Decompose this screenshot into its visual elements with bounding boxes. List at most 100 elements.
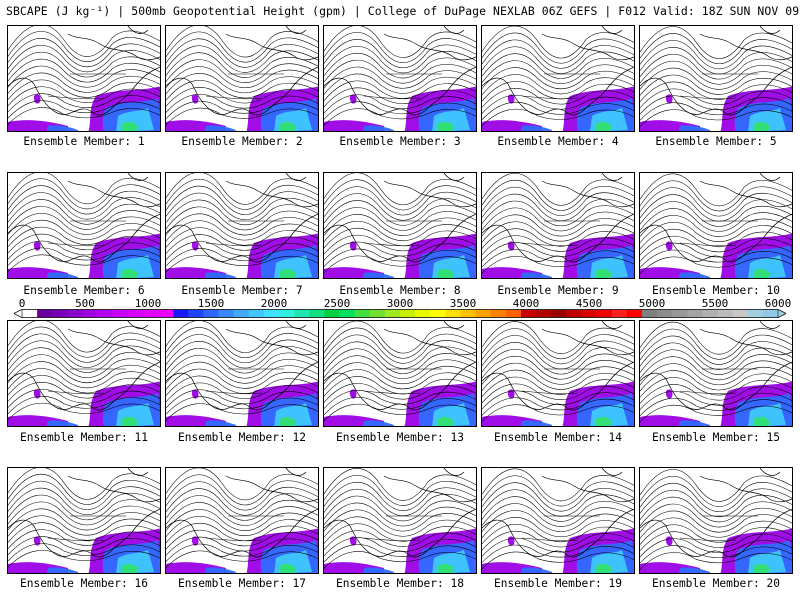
height-contour: [324, 348, 476, 374]
colorbar-segment: [279, 309, 295, 318]
height-contour: [640, 328, 792, 360]
height-contour: [166, 52, 318, 78]
colorbar-segment: [248, 309, 265, 318]
colorbar-tick-label: 1000: [134, 297, 162, 310]
height-contour: [640, 40, 792, 70]
height-contour: [482, 537, 634, 557]
map-canvas: [482, 26, 634, 131]
cape-shading: [349, 536, 357, 546]
height-contour: [640, 517, 792, 539]
colorbar-segment: [127, 309, 144, 318]
cape-shading: [520, 567, 552, 573]
height-contour: [324, 537, 476, 557]
cape-shading: [204, 420, 236, 426]
height-contour: [166, 220, 318, 242]
cape-shading: [665, 389, 673, 399]
height-contour: [166, 516, 318, 537]
cape-shading: [665, 241, 673, 251]
cape-shading: [191, 389, 199, 399]
height-contour: [166, 468, 318, 501]
cape-shading: [678, 420, 710, 426]
height-contour: [640, 538, 792, 558]
height-contour: [166, 59, 318, 83]
height-contour: [8, 93, 160, 113]
height-contour: [166, 94, 318, 113]
cape-shading: [191, 536, 199, 546]
height-contour: [640, 215, 792, 237]
height-contour: [8, 178, 160, 210]
colorbar-segment: [732, 309, 749, 318]
cape-shading: [191, 94, 199, 104]
height-contour: [166, 536, 318, 556]
map-canvas: [166, 321, 318, 426]
colorbar-min-extend: [14, 309, 23, 318]
colorbar-segment: [430, 309, 446, 318]
ensemble-member-label: Ensemble Member: 11: [20, 431, 148, 444]
height-contour: [640, 187, 792, 217]
ensemble-map-panel: [481, 467, 635, 574]
height-contour: [8, 247, 160, 266]
ensemble-map-panel: [323, 25, 477, 132]
cape-shading: [596, 563, 612, 573]
height-contour: [8, 199, 160, 225]
map-canvas: [8, 26, 160, 131]
height-contour: [166, 192, 318, 220]
map-canvas: [324, 321, 476, 426]
colorbar-segment: [97, 309, 114, 318]
ensemble-member-label: Ensemble Member: 10: [652, 284, 780, 297]
cape-shading: [280, 563, 296, 573]
coastline: [640, 173, 792, 263]
colorbar-tick-label: 2500: [323, 297, 351, 310]
height-contour: [166, 396, 318, 415]
height-contour: [640, 194, 792, 222]
height-contour: [324, 173, 476, 206]
colorbar-segment: [415, 309, 431, 318]
map-canvas: [482, 173, 634, 278]
height-contour: [324, 39, 476, 68]
map-canvas: [640, 468, 792, 573]
height-contour: [324, 214, 476, 236]
ensemble-map-panel: [639, 172, 793, 279]
cape-shading: [204, 125, 236, 131]
height-contour: [324, 46, 476, 74]
ensemble-member-label: Ensemble Member: 17: [178, 577, 306, 590]
height-contour: [482, 39, 634, 69]
height-contour: [640, 370, 792, 392]
height-contour: [640, 356, 792, 381]
height-contour: [482, 482, 634, 512]
cape-shading: [665, 536, 673, 546]
ensemble-member-label: Ensemble Member: 7: [181, 284, 303, 297]
cape-shading: [280, 121, 296, 131]
cape-shading: [754, 563, 770, 573]
height-contour: [166, 26, 318, 58]
height-contour: [482, 102, 634, 120]
colorbar-segment: [626, 309, 643, 318]
height-contour: [640, 47, 792, 75]
cape-shading: [754, 416, 770, 426]
height-contour: [166, 213, 318, 236]
height-contour: [166, 321, 318, 353]
height-contour: [324, 59, 476, 84]
height-contour: [324, 66, 476, 89]
height-contour: [166, 248, 318, 267]
cape-shading: [362, 567, 394, 573]
height-contour: [482, 517, 634, 538]
height-contour: [482, 221, 634, 243]
cape-shading: [46, 567, 78, 573]
height-contour: [8, 58, 160, 83]
height-contour: [8, 240, 160, 260]
cape-shading: [362, 125, 394, 131]
coastline: [640, 468, 792, 558]
height-contour: [482, 46, 634, 74]
colorbar-segment: [354, 309, 371, 318]
height-contour: [640, 173, 792, 207]
colorbar-segment: [22, 309, 38, 318]
border-lines: [679, 368, 758, 395]
height-contour: [166, 488, 318, 516]
height-contour: [166, 348, 318, 374]
height-contour: [8, 354, 160, 378]
colorbar-tick-label: 5000: [638, 297, 666, 310]
colorbar-segment: [536, 309, 552, 318]
colorbar-tick-label: 3500: [449, 297, 477, 310]
height-contour: [482, 321, 634, 354]
